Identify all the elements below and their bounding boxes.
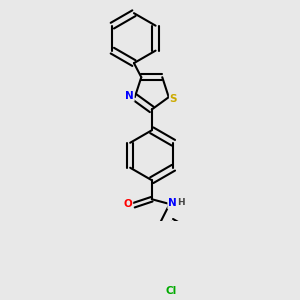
Text: H: H bbox=[177, 198, 185, 207]
Text: N: N bbox=[168, 198, 177, 208]
Text: S: S bbox=[170, 94, 177, 104]
Text: N: N bbox=[125, 91, 134, 101]
Text: Cl: Cl bbox=[166, 286, 177, 296]
Text: O: O bbox=[124, 199, 132, 209]
